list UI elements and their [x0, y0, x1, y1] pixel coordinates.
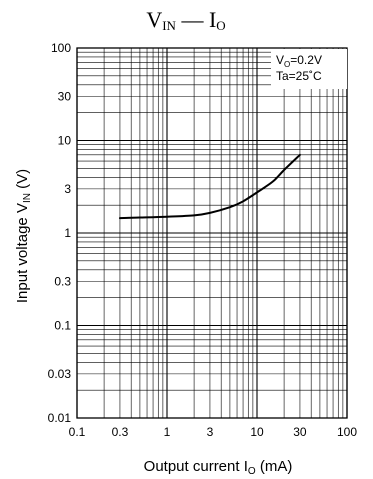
x-tick-label: 1 [164, 425, 171, 439]
annotation-box: VO=0.2V Ta=25˚C [271, 49, 347, 89]
plot-frame [76, 47, 348, 419]
x-tick-label: 10 [250, 425, 264, 439]
y-tick-label: 0.03 [48, 367, 72, 381]
series-line [118, 153, 301, 220]
y-tick-label: 10 [58, 134, 72, 148]
x-tick-label: 100 [337, 425, 357, 439]
annotation-ta: Ta=25˚C [276, 69, 322, 83]
x-tick-label: 0.1 [69, 425, 86, 439]
x-tick-label: 0.3 [112, 425, 129, 439]
annotation-background [271, 49, 347, 89]
grid [76, 47, 348, 419]
y-axis-ticks: 0.01 0.03 0.1 0.3 1 3 10 30 100 [48, 41, 72, 425]
annotation-vo: VO=0.2V [276, 53, 322, 69]
series-layer [118, 153, 301, 220]
y-tick-label: 0.3 [54, 274, 71, 288]
x-tick-label: 30 [293, 425, 307, 439]
y-tick-label: 0.1 [54, 319, 71, 333]
y-tick-label: 3 [64, 182, 71, 196]
y-tick-label: 30 [58, 89, 72, 103]
x-tick-label: 3 [207, 425, 214, 439]
x-axis-ticks: 0.1 0.3 1 3 10 30 100 [69, 425, 358, 439]
y-tick-label: 0.01 [48, 411, 72, 425]
chart-title: VIN — IO [146, 7, 225, 33]
y-tick-label: 100 [51, 41, 71, 55]
y-tick-label: 1 [64, 226, 71, 240]
x-axis-label: Output current IO (mA) [144, 458, 293, 477]
y-axis-label: Input voltage VIN (V) [14, 169, 33, 303]
